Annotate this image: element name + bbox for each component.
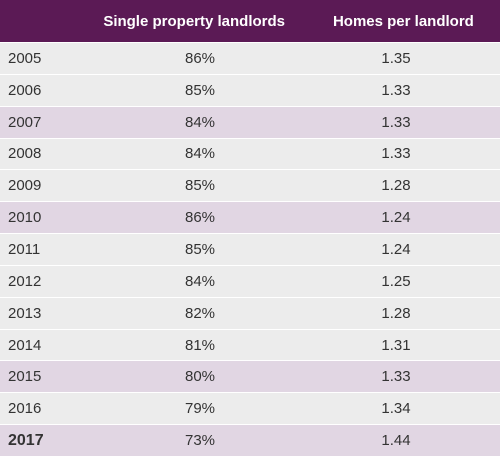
cell-single-property: 86% [184, 209, 216, 227]
cell-year: 2017 [8, 431, 44, 449]
table-row: 2009 85% 1.28 [0, 169, 500, 202]
cell-homes-per-landlord: 1.44 [381, 432, 411, 450]
cell-single-property: 84% [184, 113, 216, 131]
cell-homes-per-landlord: 1.31 [381, 336, 411, 354]
cell-homes-per-landlord: 1.28 [381, 177, 411, 195]
table-row: 2014 81% 1.31 [0, 328, 500, 361]
cell-homes-per-landlord: 1.34 [381, 400, 411, 418]
cell-single-property: 80% [184, 368, 216, 386]
cell-year: 2010 [8, 209, 42, 227]
cell-single-property: 73% [184, 432, 216, 450]
header-homes-per-landlord: Homes per landlord [332, 12, 474, 30]
cell-single-property: 81% [184, 336, 216, 354]
table-row: 2008 84% 1.33 [0, 137, 500, 170]
cell-year: 2006 [8, 81, 42, 99]
table-row: 2011 85% 1.24 [0, 233, 500, 265]
cell-homes-per-landlord: 1.25 [381, 272, 411, 290]
cell-homes-per-landlord: 1.33 [381, 113, 411, 131]
cell-year: 2005 [8, 49, 42, 67]
cell-year: 2007 [8, 113, 42, 131]
cell-single-property: 85% [184, 81, 216, 99]
header-single-property: Single property landlords [103, 12, 286, 30]
cell-year: 2008 [8, 145, 42, 163]
table-body: 2005 86% 1.35 2006 85% 1.33 2007 84% 1.33 2008 84%… [0, 42, 500, 456]
table-row: 2010 86% 1.24 [0, 201, 500, 234]
cell-homes-per-landlord: 1.35 [381, 49, 411, 67]
cell-year: 2014 [8, 336, 42, 354]
table-row: 2016 79% 1.34 [0, 392, 500, 425]
table-row: 2015 80% 1.33 [0, 360, 500, 393]
cell-single-property: 86% [184, 49, 216, 67]
cell-homes-per-landlord: 1.24 [381, 209, 411, 227]
cell-homes-per-landlord: 1.33 [381, 368, 411, 386]
cell-year: 2016 [8, 400, 42, 418]
table-row: 2013 82% 1.28 [0, 296, 500, 329]
cell-homes-per-landlord: 1.28 [381, 304, 411, 322]
cell-year: 2013 [8, 304, 42, 322]
cell-single-property: 85% [184, 177, 216, 195]
table-row: 2007 84% 1.33 [0, 105, 500, 138]
cell-single-property: 82% [184, 304, 216, 322]
cell-single-property: 85% [184, 240, 216, 258]
cell-homes-per-landlord: 1.33 [381, 145, 411, 163]
table-header: Single property landlords Homes per land… [0, 0, 500, 42]
cell-single-property: 84% [184, 145, 216, 163]
table-row: 2006 85% 1.33 [0, 73, 500, 106]
table-row: 2005 86% 1.35 [0, 42, 500, 74]
cell-year: 2012 [8, 272, 42, 290]
cell-year: 2015 [8, 368, 42, 386]
cell-homes-per-landlord: 1.33 [381, 81, 411, 99]
cell-year: 2011 [8, 240, 41, 258]
cell-single-property: 79% [184, 400, 216, 418]
cell-single-property: 84% [184, 272, 216, 290]
cell-year: 2009 [8, 177, 42, 195]
table-row: 2012 84% 1.25 [0, 264, 500, 297]
cell-homes-per-landlord: 1.24 [381, 240, 411, 258]
table-row: 2017 73% 1.44 [0, 424, 500, 456]
